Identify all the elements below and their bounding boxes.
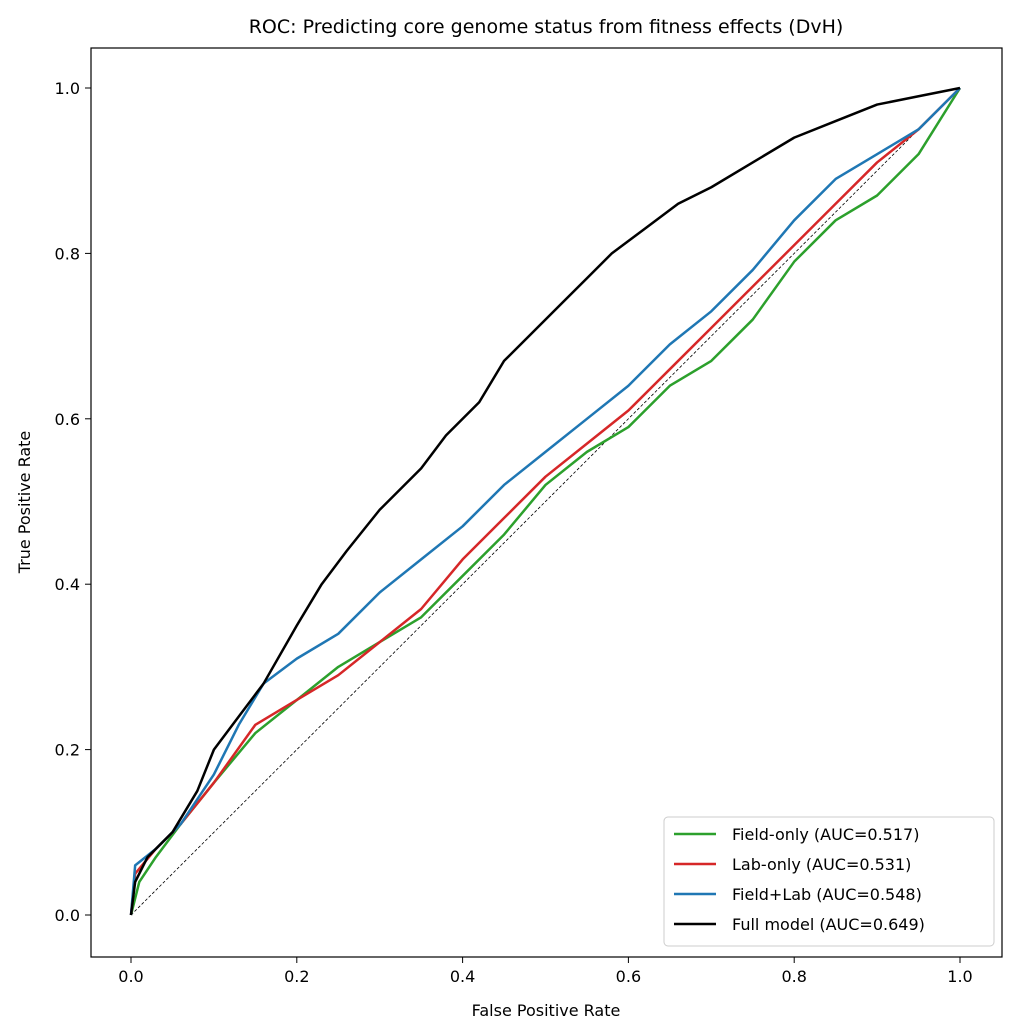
x-tick-label: 0.2	[284, 967, 309, 986]
y-tick-label: 0.6	[55, 410, 80, 429]
plot-area	[129, 86, 962, 916]
chart-title: ROC: Predicting core genome status from …	[249, 16, 844, 38]
y-tick-label: 0.2	[55, 741, 80, 760]
y-tick-label: 0.8	[55, 244, 80, 263]
roc-curve-2	[129, 87, 961, 916]
y-tick-label: 1.0	[55, 79, 80, 98]
x-tick-label: 0.4	[450, 967, 475, 986]
legend-label: Full model (AUC=0.649)	[732, 915, 925, 934]
legend-box	[663, 816, 995, 947]
y-tick-label: 0.0	[55, 906, 80, 925]
y-axis-label: True Positive Rate	[15, 431, 34, 575]
roc-curve-3	[129, 86, 961, 916]
axes-frame	[90, 47, 1003, 958]
x-tick-label: 0.0	[118, 967, 143, 986]
legend-label: Field+Lab (AUC=0.548)	[732, 885, 922, 904]
ticks: 0.0 0.2 0.4 0.6 0.8 1.0 0.0 0.2 0.4 0.6 0.8 1.0	[55, 79, 973, 986]
y-tick-label: 0.4	[55, 575, 80, 594]
x-tick-label: 0.6	[616, 967, 641, 986]
legend-label: Field-only (AUC=0.517)	[732, 825, 919, 844]
legend: Field-only (AUC=0.517) Lab-only (AUC=0.53…	[663, 816, 995, 947]
x-tick-label: 1.0	[947, 967, 972, 986]
x-axis-label: False Positive Rate	[472, 1001, 621, 1020]
chance-diagonal	[130, 87, 961, 916]
legend-label: Lab-only (AUC=0.531)	[732, 855, 911, 874]
x-tick-label: 0.8	[781, 967, 806, 986]
roc-curve-1	[129, 87, 961, 916]
